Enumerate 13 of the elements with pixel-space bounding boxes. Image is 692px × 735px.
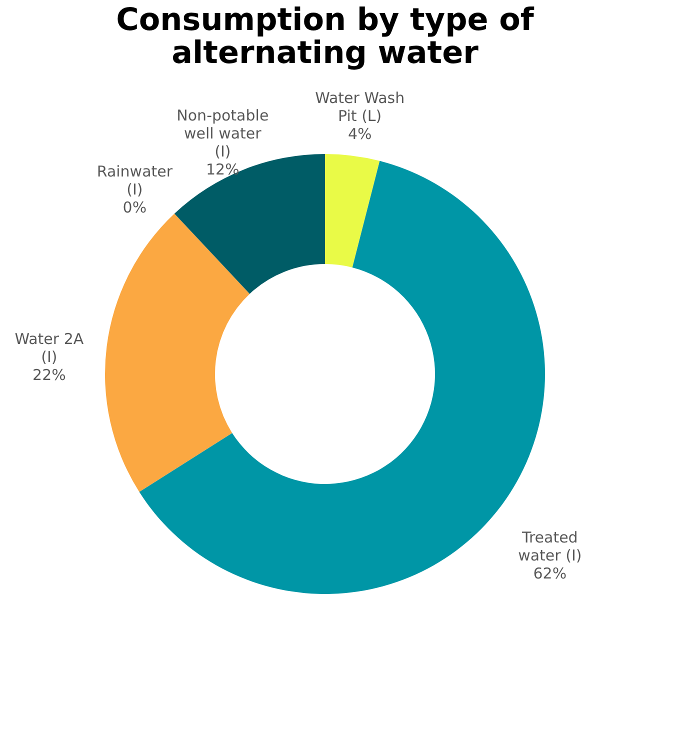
slice-label: Water Wash Pit (L) [315,89,405,126]
text: 0% [122,198,147,216]
data-label: 4% [348,125,372,144]
slice-label: Treated water (I) [518,528,582,564]
category-label: Rainwater (I) [96,162,173,198]
chart-title: Consumption by type of alternating water [116,2,534,71]
slice-label: Non-potable well water (I) [176,106,269,161]
donut-slice [325,154,380,268]
data-label: 22% [32,366,66,384]
data-label: 62% [533,564,567,582]
data-label: 12% [206,160,240,179]
donut-slice [105,214,250,492]
slice-label: Water 2A (I) [14,330,84,366]
